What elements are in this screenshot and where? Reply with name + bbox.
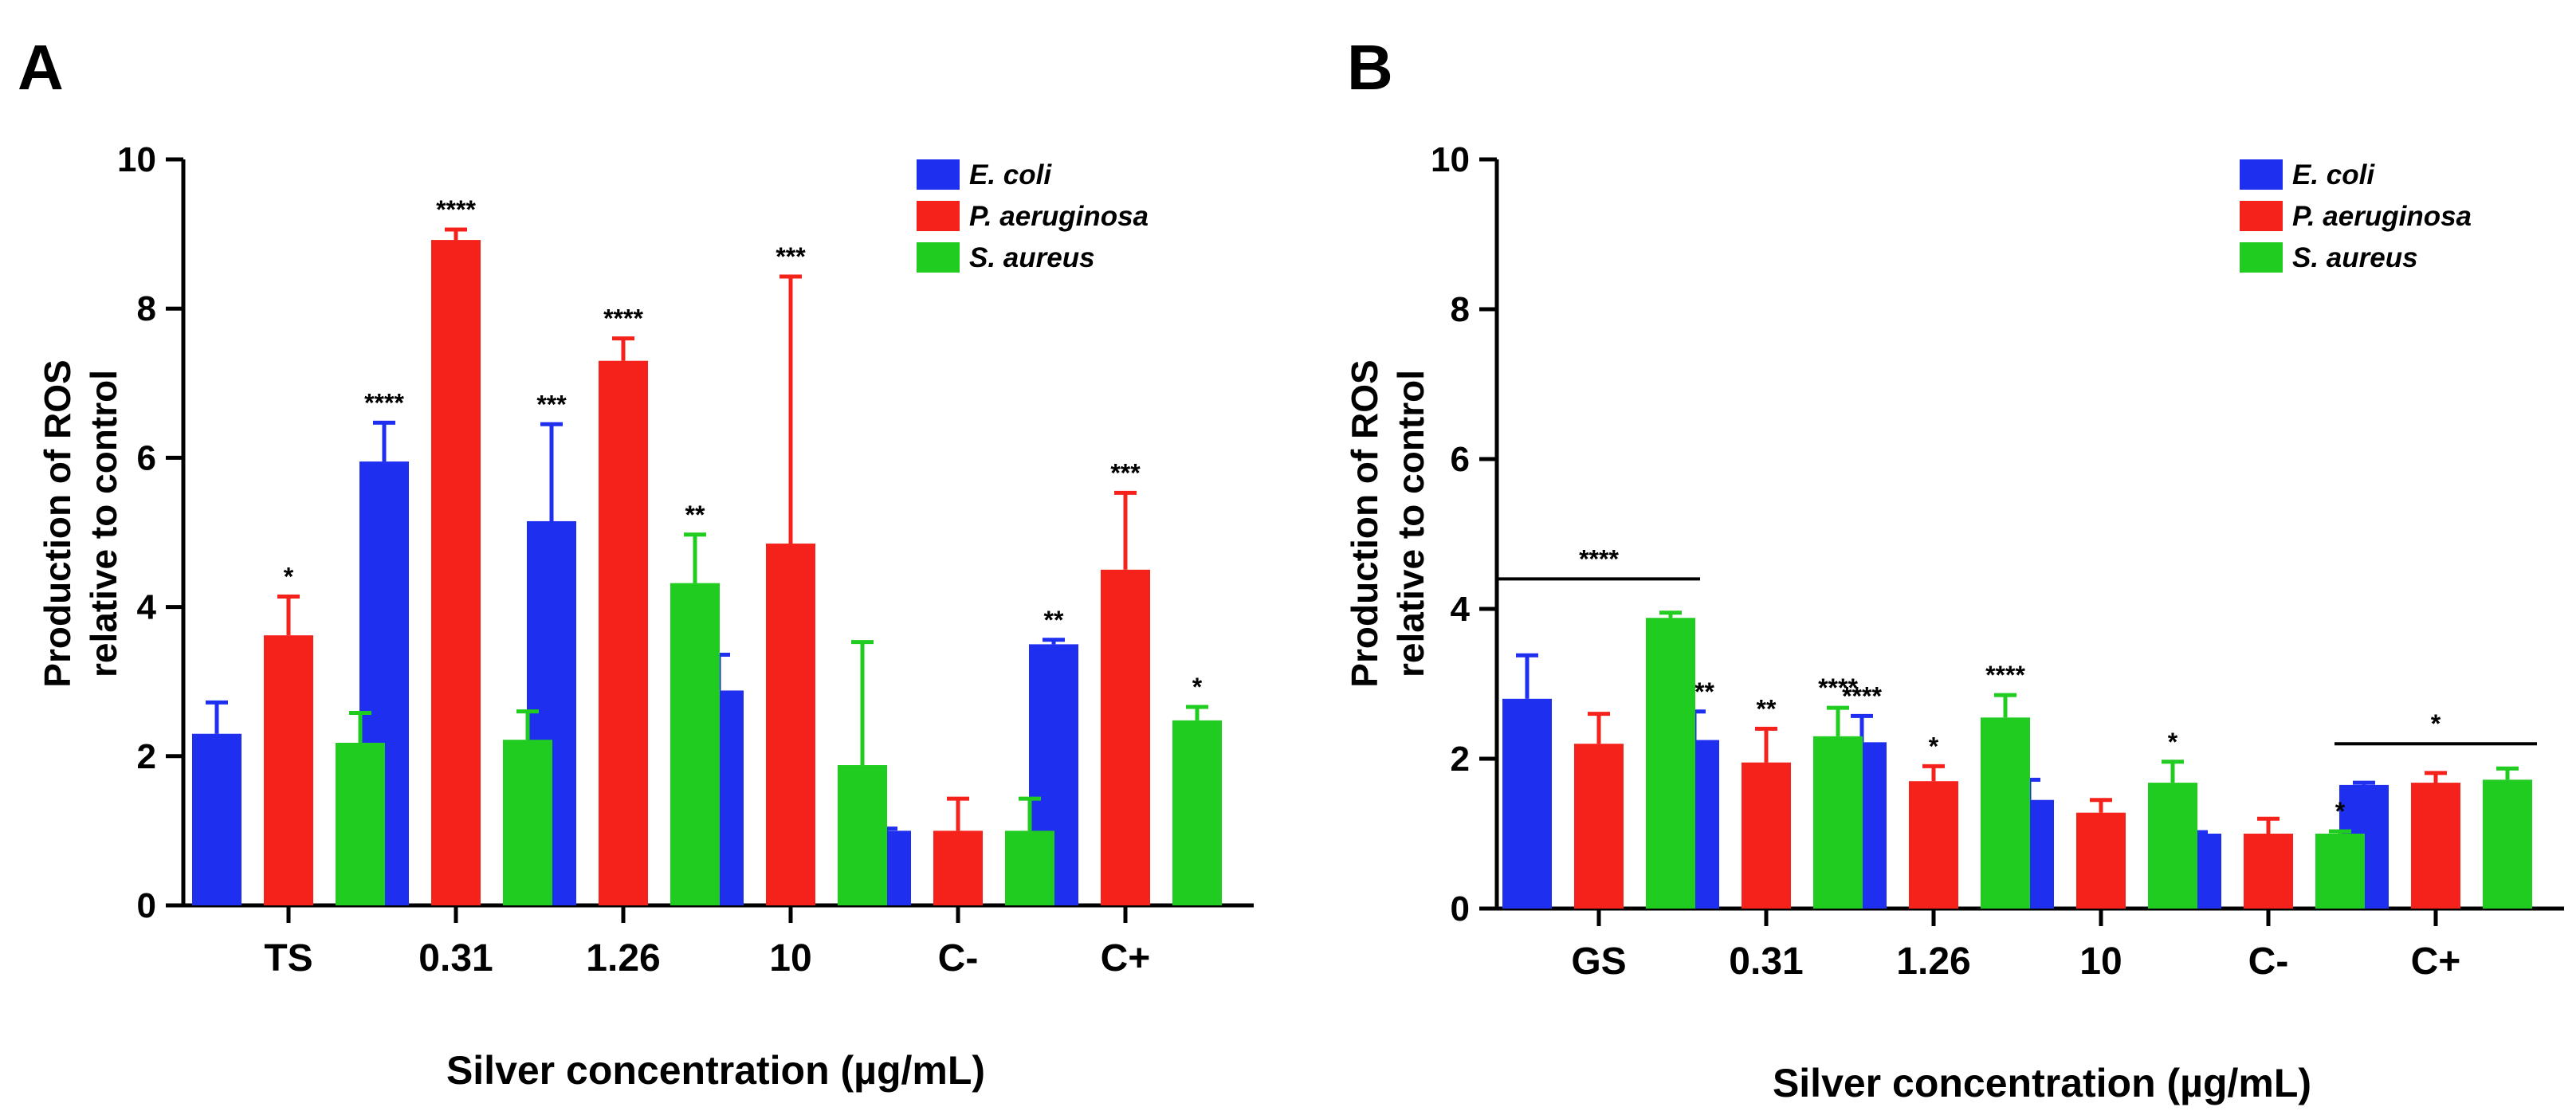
significance-label: **** xyxy=(364,388,404,417)
bar xyxy=(431,240,481,905)
y-tick-label: 8 xyxy=(1451,290,1470,329)
significance-label: * xyxy=(1929,732,1939,760)
bar xyxy=(2244,834,2293,909)
bar xyxy=(2148,783,2197,909)
legend-label: S. aureus xyxy=(969,242,1095,273)
legend-swatch xyxy=(917,159,960,190)
y-tick-label: 10 xyxy=(1431,140,1470,179)
legend-swatch xyxy=(2240,201,2283,231)
bar xyxy=(264,635,313,905)
panel-letter: B xyxy=(1347,32,1393,103)
y-tick-label: 2 xyxy=(137,737,156,776)
x-tick-label: 1.26 xyxy=(1896,940,1970,983)
y-tick-label: 0 xyxy=(1451,889,1470,928)
bar xyxy=(933,830,983,905)
bar xyxy=(670,583,720,905)
group-annotation-label: **** xyxy=(1579,544,1619,573)
x-tick-label: 10 xyxy=(769,937,811,979)
y-tick-label: 6 xyxy=(1451,440,1470,479)
panel-b: B Production of ROS relative to control … xyxy=(1344,32,2564,1105)
bar xyxy=(2076,812,2126,909)
significance-label: *** xyxy=(536,390,567,418)
panel-a: A Production of ROS relative to control … xyxy=(18,32,1254,1093)
bar xyxy=(503,740,552,905)
bar xyxy=(1909,781,1958,909)
group-annotation-label: * xyxy=(2431,709,2441,738)
x-tick-label: 1.26 xyxy=(586,937,660,979)
x-axis-label: Silver concentration (µg/mL) xyxy=(446,1048,985,1093)
y-tick-label: 4 xyxy=(137,588,157,627)
y-tick-label: 4 xyxy=(1451,590,1471,629)
bar xyxy=(192,733,242,905)
bar xyxy=(2315,834,2365,909)
legend-swatch xyxy=(2240,159,2283,190)
y-tick-label: 10 xyxy=(117,140,156,179)
legend-swatch xyxy=(917,242,960,273)
legend: E. coli P. aeruginosa S. aureus xyxy=(917,159,1149,273)
bar xyxy=(1742,762,1791,909)
x-tick-label: GS xyxy=(1571,940,1626,983)
y-axis-label-line1: Production of ROS xyxy=(1344,359,1385,687)
significance-label: **** xyxy=(1842,681,1882,710)
x-tick-label: C+ xyxy=(2411,940,2461,983)
bar xyxy=(1172,720,1222,905)
bar xyxy=(1574,744,1624,909)
legend-swatch xyxy=(2240,242,2283,273)
y-axis-label-line2: relative to control xyxy=(1390,370,1431,677)
x-tick-label: 0.31 xyxy=(418,937,493,979)
y-tick-label: 8 xyxy=(137,289,156,328)
bar xyxy=(2483,779,2532,909)
bar xyxy=(599,360,648,906)
y-tick-label: 0 xyxy=(137,886,156,925)
x-axis-label: Silver concentration (µg/mL) xyxy=(1773,1061,2311,1105)
significance-label: * xyxy=(284,562,294,591)
legend-label: E. coli xyxy=(969,159,1052,190)
bar xyxy=(1981,717,2030,909)
x-tick-label: TS xyxy=(264,937,312,979)
x-tick-label: 10 xyxy=(2079,940,2122,983)
significance-label: * xyxy=(2168,728,2178,756)
panel-letter: A xyxy=(18,32,64,103)
significance-label: **** xyxy=(436,195,476,224)
significance-label: **** xyxy=(1818,673,1858,702)
bar xyxy=(1646,618,1695,909)
significance-label: * xyxy=(1192,673,1203,701)
bar xyxy=(838,765,887,905)
bar xyxy=(2411,783,2460,909)
bar xyxy=(766,544,815,905)
legend-label: P. aeruginosa xyxy=(2292,201,2472,232)
significance-label: * xyxy=(2335,797,2346,826)
bar xyxy=(1005,830,1054,905)
x-tick-label: C- xyxy=(2248,940,2289,983)
legend-label: S. aureus xyxy=(2292,242,2418,273)
legend-label: P. aeruginosa xyxy=(969,201,1149,232)
legend-label: E. coli xyxy=(2292,159,2375,190)
y-tick-label: 2 xyxy=(1451,740,1470,779)
y-axis-label-line1: Production of ROS xyxy=(37,359,78,687)
y-tick-label: 6 xyxy=(137,438,156,477)
x-tick-label: C+ xyxy=(1101,937,1151,979)
bar xyxy=(336,742,385,905)
significance-label: *** xyxy=(776,242,806,271)
x-tick-label: C- xyxy=(938,937,979,979)
bar xyxy=(1101,569,1150,905)
legend: E. coli P. aeruginosa S. aureus xyxy=(2240,159,2472,273)
significance-label: **** xyxy=(1985,661,2025,689)
significance-label: ** xyxy=(1044,606,1064,634)
significance-label: *** xyxy=(1110,458,1141,487)
bar xyxy=(1502,698,1552,909)
bar xyxy=(1813,736,1863,909)
y-axis-label-line2: relative to control xyxy=(83,370,124,677)
legend-swatch xyxy=(917,201,960,231)
significance-label: ** xyxy=(1757,694,1777,723)
significance-label: **** xyxy=(603,304,643,333)
significance-label: ** xyxy=(685,501,705,529)
x-tick-label: 0.31 xyxy=(1729,940,1803,983)
